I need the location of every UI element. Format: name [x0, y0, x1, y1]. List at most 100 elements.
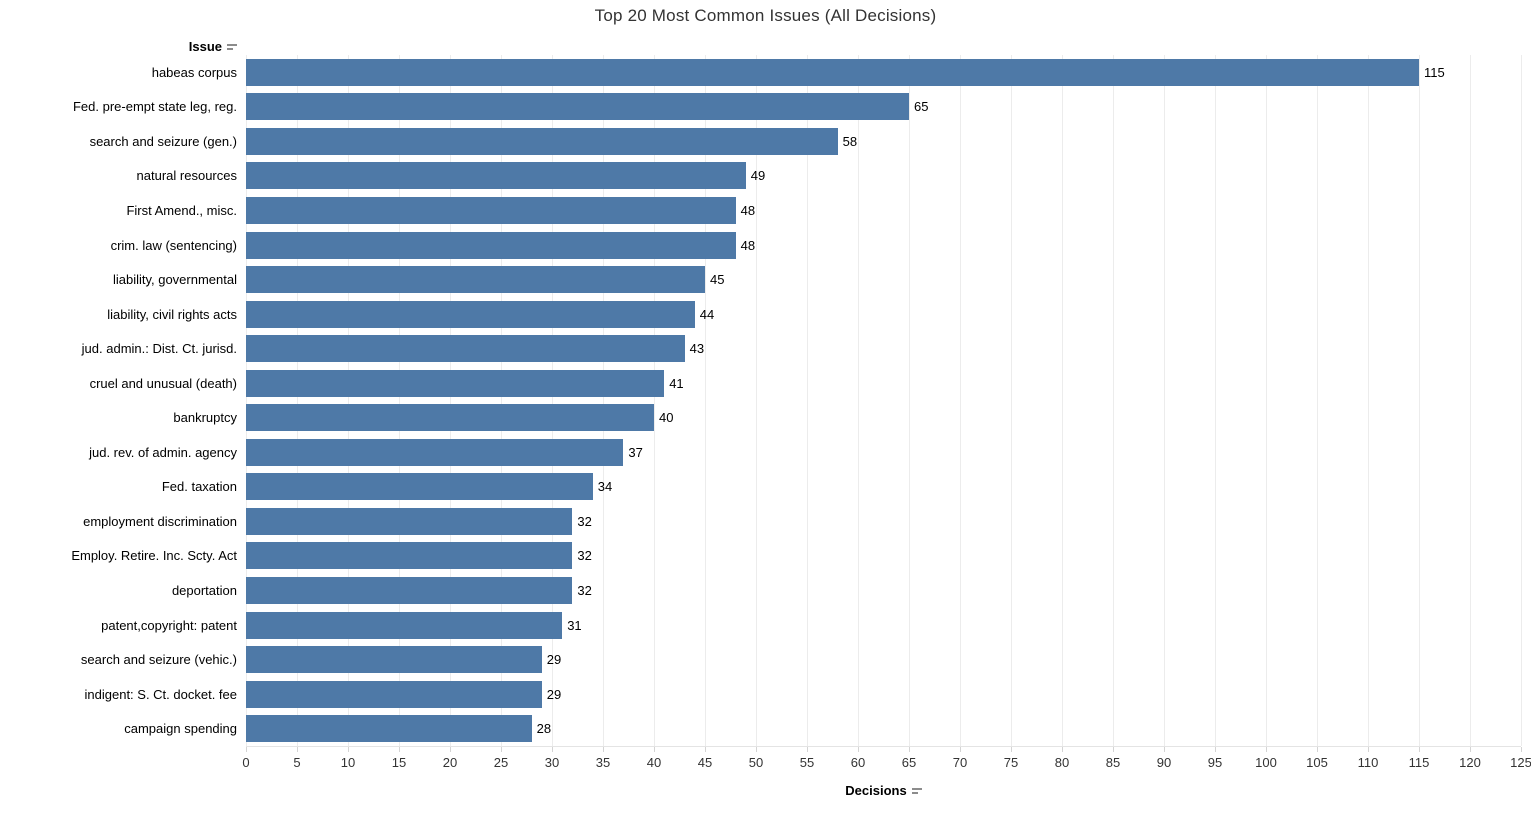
bar-track: 31	[246, 608, 1521, 643]
tick-mark	[858, 747, 859, 752]
tick-mark	[1317, 747, 1318, 752]
category-label[interactable]: employment discrimination	[83, 513, 237, 529]
category-label[interactable]: Employ. Retire. Inc. Scty. Act	[71, 548, 237, 564]
tick-label: 15	[391, 755, 407, 770]
bar-track: 49	[246, 159, 1521, 194]
category-label[interactable]: habeas corpus	[151, 64, 237, 80]
gridline	[1011, 55, 1012, 746]
category-label[interactable]: patent,copyright: patent	[101, 617, 237, 633]
bar[interactable]	[246, 542, 573, 570]
tick-label: 40	[646, 755, 662, 770]
category-label[interactable]: Fed. pre-empt state leg, reg.	[72, 99, 237, 115]
gridline	[297, 55, 298, 746]
tick-label: 20	[442, 755, 458, 770]
bar[interactable]	[246, 369, 665, 397]
gridline	[1266, 55, 1267, 746]
table-row: employment discrimination 32	[0, 504, 1521, 539]
tick-mark	[399, 747, 400, 752]
bar[interactable]	[246, 438, 624, 466]
category-label[interactable]: search and seizure (gen.)	[89, 133, 237, 149]
bar[interactable]	[246, 473, 593, 501]
table-row: deportation 32	[0, 573, 1521, 608]
bar[interactable]	[246, 196, 736, 224]
gridline	[450, 55, 451, 746]
bar[interactable]	[246, 58, 1419, 86]
category-label[interactable]: search and seizure (vehic.)	[80, 652, 237, 668]
category-label[interactable]: Fed. taxation	[161, 479, 237, 495]
gridline	[603, 55, 604, 746]
tick-mark	[501, 747, 502, 752]
table-row: jud. admin.: Dist. Ct. jurisd. 43	[0, 331, 1521, 366]
gridline	[1113, 55, 1114, 746]
gridline	[1419, 55, 1420, 746]
table-row: Fed. pre-empt state leg, reg. 65	[0, 90, 1521, 125]
tick-mark	[1062, 747, 1063, 752]
bar-track: 45	[246, 262, 1521, 297]
bar-track: 43	[246, 331, 1521, 366]
sort-icon[interactable]	[911, 787, 922, 794]
tick-label: 120	[1459, 755, 1481, 770]
category-label[interactable]: liability, civil rights acts	[107, 306, 237, 322]
category-label[interactable]: campaign spending	[124, 721, 237, 737]
bar-value-label: 34	[597, 479, 613, 495]
bar-track: 37	[246, 435, 1521, 470]
bar[interactable]	[246, 335, 685, 363]
bar[interactable]	[246, 231, 736, 259]
tick-mark	[1215, 747, 1216, 752]
tick-mark	[1521, 747, 1522, 752]
bar-value-label: 37	[628, 444, 643, 460]
gridline	[909, 55, 910, 746]
bar[interactable]	[246, 266, 705, 294]
category-label[interactable]: crim. law (sentencing)	[110, 237, 237, 253]
category-label[interactable]: First Amend., misc.	[126, 202, 237, 218]
bar-value-label: 32	[577, 548, 592, 564]
tick-mark	[705, 747, 706, 752]
category-label[interactable]: cruel and unusual (death)	[89, 375, 237, 391]
table-row: liability, governmental 45	[0, 262, 1521, 297]
x-axis: 0 5 10 15 20 25 30 35 40 45 50 55 60 65 70 75 80 85 90 95 10…	[242, 747, 1531, 817]
tick-mark	[654, 747, 655, 752]
tick-label: 90	[1156, 755, 1172, 770]
category-label[interactable]: liability, governmental	[112, 272, 237, 288]
bar[interactable]	[246, 404, 654, 432]
bar-track: 115	[246, 55, 1521, 90]
tick-mark	[1470, 747, 1471, 752]
bar[interactable]	[246, 646, 542, 674]
table-row: natural resources 49	[0, 159, 1521, 194]
table-row: search and seizure (vehic.) 29	[0, 642, 1521, 677]
category-label[interactable]: natural resources	[136, 168, 237, 184]
tick-label: 70	[952, 755, 968, 770]
bar[interactable]	[246, 162, 746, 190]
tick-label: 0	[242, 755, 250, 770]
x-axis-title: Decisions	[246, 783, 1521, 798]
category-label[interactable]: jud. rev. of admin. agency	[89, 444, 237, 460]
tick-mark	[756, 747, 757, 752]
bar[interactable]	[246, 507, 573, 535]
table-row: cruel and unusual (death) 41	[0, 366, 1521, 401]
bar[interactable]	[246, 300, 695, 328]
tick-mark	[297, 747, 298, 752]
tick-label: 115	[1408, 755, 1430, 770]
tick-mark	[1368, 747, 1369, 752]
bar[interactable]	[246, 576, 573, 604]
tick-mark	[1419, 747, 1420, 752]
table-row: search and seizure (gen.) 58	[0, 124, 1521, 159]
category-label[interactable]: deportation	[171, 582, 237, 598]
tick-mark	[450, 747, 451, 752]
gridline	[1215, 55, 1216, 746]
tick-label: 60	[850, 755, 866, 770]
gridline	[807, 55, 808, 746]
bar[interactable]	[246, 611, 563, 639]
bar-value-label: 45	[710, 272, 725, 288]
bar[interactable]	[246, 93, 909, 121]
category-label[interactable]: bankruptcy	[173, 410, 237, 426]
bar[interactable]	[246, 715, 532, 743]
y-axis-header-label: Issue	[188, 39, 222, 54]
category-label[interactable]: indigent: S. Ct. docket. fee	[84, 686, 237, 702]
bar-track: 29	[246, 642, 1521, 677]
bar[interactable]	[246, 127, 838, 155]
category-label[interactable]: jud. admin.: Dist. Ct. jurisd.	[81, 341, 237, 357]
bar[interactable]	[246, 680, 542, 708]
sort-icon[interactable]	[227, 43, 237, 50]
gridline	[246, 55, 247, 746]
